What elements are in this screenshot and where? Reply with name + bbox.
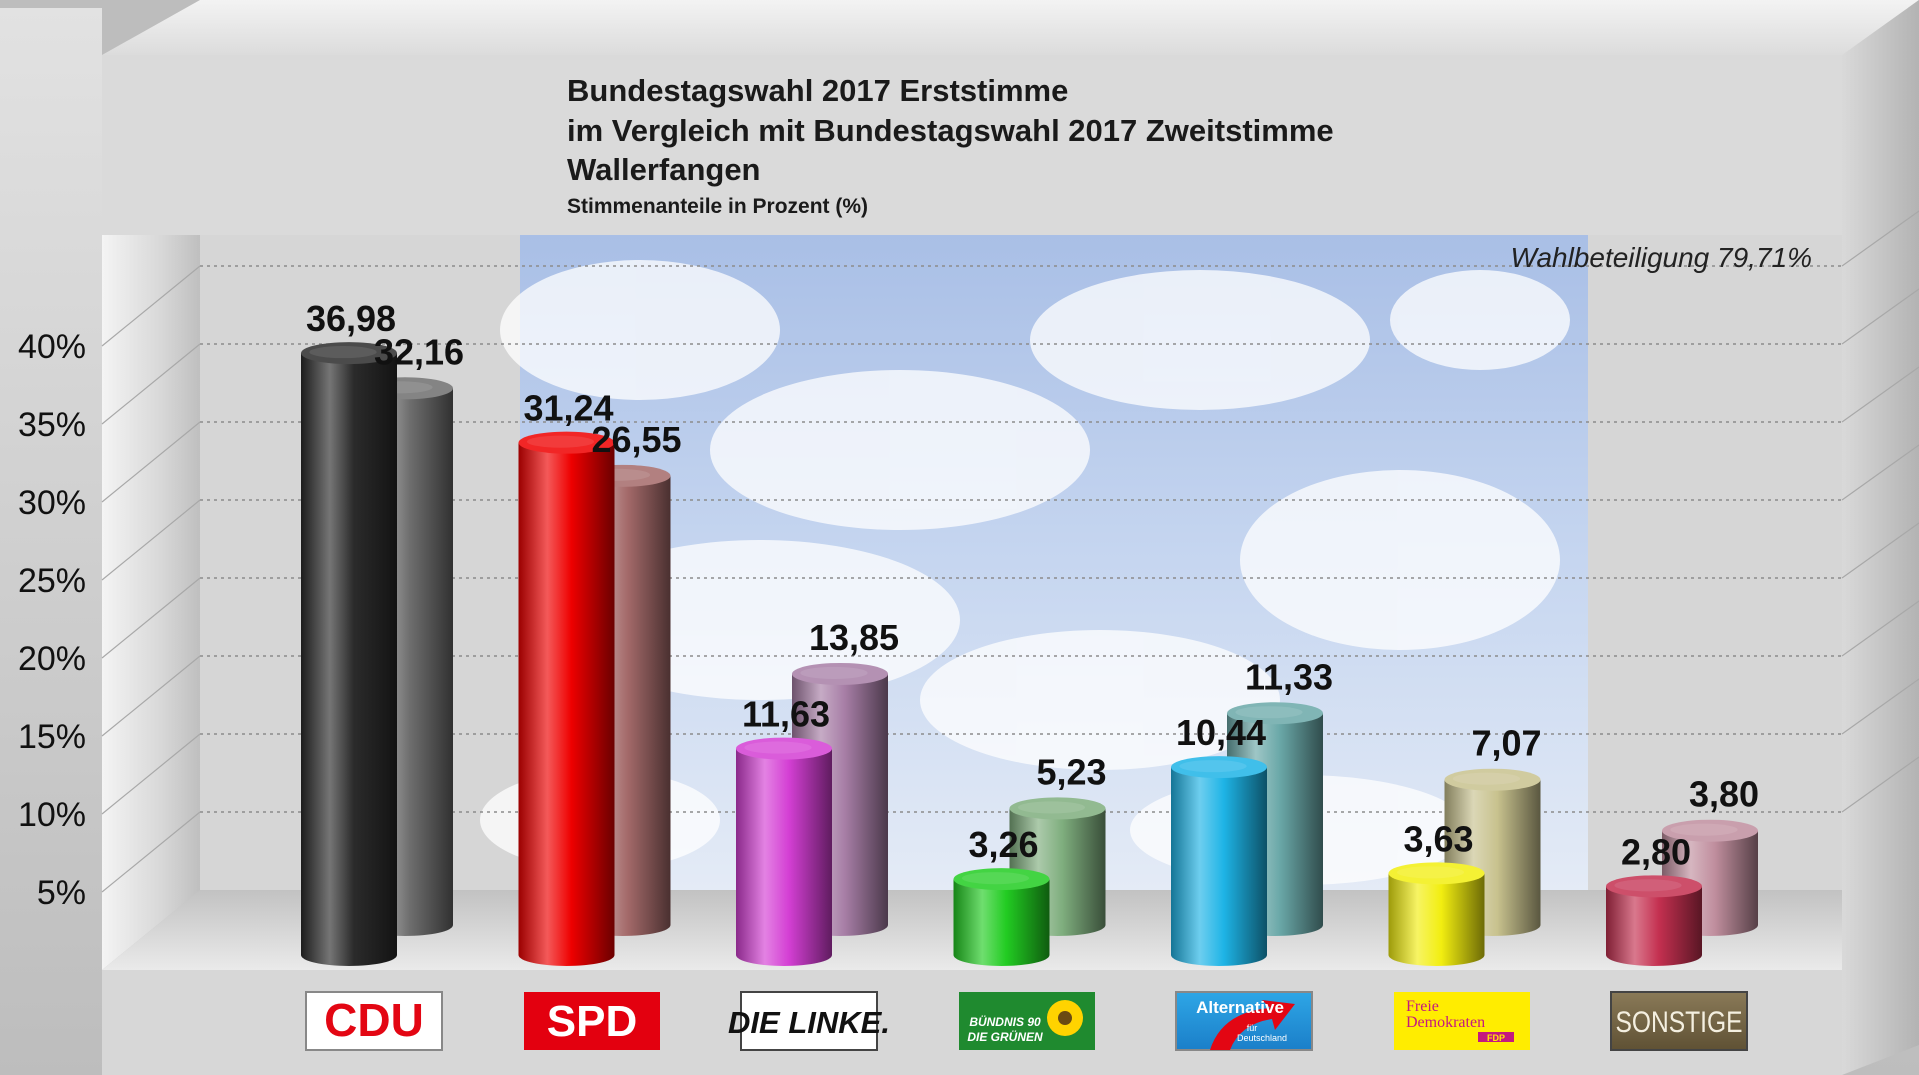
grid [101,210,1919,893]
bar-first-5 [1388,862,1485,966]
y-tick-label: 40% [18,328,86,366]
gruene-logo-text-2: DIE GRÜNEN [967,1029,1043,1044]
bars [301,342,1758,966]
gridline-right [1841,600,1919,657]
value-label-second: 5,23 [1036,751,1106,792]
gridline-right [1841,288,1919,345]
y-tick-label: 20% [18,640,86,678]
y-axis: 5% 10% 15% 20% 25% 30% 35% 40% [18,328,86,912]
gruene-logo-text-1: BÜNDNIS 90 [969,1014,1041,1029]
top-face [102,0,1919,55]
value-label-first: 11,63 [742,694,830,735]
title-line-2: im Vergleich mit Bundestagswahl 2017 Zwe… [567,113,1334,148]
value-label-first: 36,98 [306,298,396,339]
gruene-logo: BÜNDNIS 90 DIE GRÜNEN [959,992,1095,1050]
afd-logo-text-2: für [1247,1023,1258,1033]
value-label-first: 2,80 [1621,831,1691,872]
y-tick-label: 30% [18,484,86,522]
value-label-second: 13,85 [809,617,899,658]
value-label-first: 10,44 [1176,712,1266,753]
gridline-side [101,265,201,347]
left-wall [102,235,200,970]
value-label-second: 11,33 [1245,656,1333,697]
value-label-second: 32,16 [374,331,464,372]
gridline-right [1841,444,1919,501]
bar-first-0 [301,342,397,966]
gridline-right [1841,678,1919,735]
gridline-side [101,811,201,893]
gridline-side [101,577,201,659]
bar-first-4 [1171,756,1267,966]
sonstige-logo-text: SONSTIGE [1615,1005,1742,1039]
afd-logo-text-1: Alternative [1196,998,1284,1017]
afd-arrow-icon [1210,1000,1295,1050]
right-face [1842,0,1919,1075]
sonstige-logo: SONSTIGE [1610,991,1748,1051]
gridline-right [1841,210,1919,267]
y-tick-label: 35% [18,406,86,444]
value-label-second: 26,55 [591,419,681,460]
y-tick-label: 15% [18,718,86,756]
gridline-side [101,733,201,815]
spd-logo-text: SPD [547,997,637,1046]
value-label-first: 31,24 [523,388,613,429]
value-label-first: 3,63 [1403,818,1473,859]
spd-logo: SPD [524,992,660,1050]
y-tick-label: 25% [18,562,86,600]
value-label-second: 7,07 [1471,723,1541,764]
linke-logo-text: DIE LINKE. [728,1005,890,1040]
title-line-1: Bundestagswahl 2017 Erststimme [567,73,1068,108]
fdp-logo-text-3: FDP [1487,1033,1505,1043]
y-tick-label: 5% [37,874,86,912]
gridline-right [1841,522,1919,579]
cdu-logo-text: CDU [324,994,424,1046]
afd-logo: Alternative für Deutschland [1175,991,1313,1051]
cdu-logo: CDU [305,991,443,1051]
fdp-logo-text-1: Freie [1406,998,1439,1015]
fdp-logo-text-2: Demokraten [1406,1014,1485,1031]
fdp-logo: Freie Demokraten FDP [1394,992,1530,1050]
gridline-side [101,343,201,425]
value-label-first: 3,26 [968,824,1038,865]
bar-first-3 [953,868,1050,966]
gridline-side [101,655,201,737]
linke-logo: DIE LINKE. [728,991,890,1051]
subtitle: Stimmenanteile in Prozent (%) [567,195,868,218]
bar-first-6 [1606,875,1702,966]
gridline-side [101,421,201,503]
title-area [102,55,1842,235]
gridline-side [101,499,201,581]
gridline-right [1841,366,1919,423]
turnout-label: Wahlbeteiligung 79,71% [1511,242,1812,273]
afd-logo-text-3: Deutschland [1237,1033,1287,1043]
gridline-right [1841,756,1919,813]
value-label-second: 3,80 [1689,774,1759,815]
y-tick-label: 10% [18,796,86,834]
bar-first-2 [736,737,832,966]
bar-first-1 [518,431,615,966]
title-line-3: Wallerfangen [567,152,761,187]
